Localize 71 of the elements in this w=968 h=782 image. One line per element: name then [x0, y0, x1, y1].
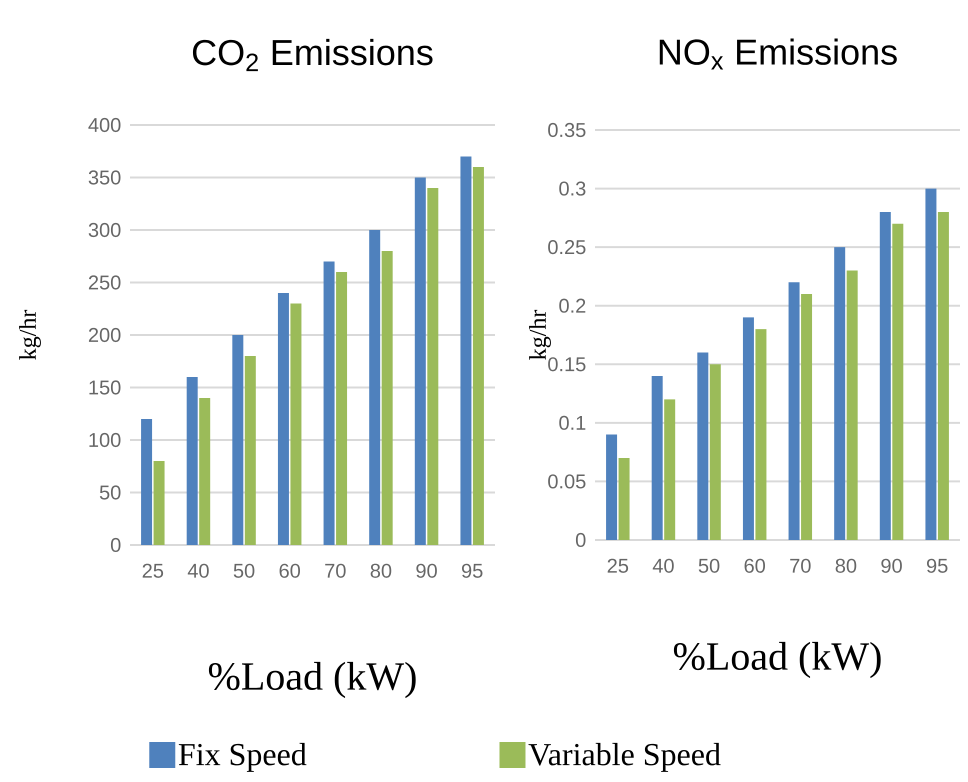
- y-tick-label: 50: [100, 485, 120, 500]
- bar: [427, 188, 438, 545]
- bar: [278, 292, 289, 545]
- y-axis-title: kg/hr: [19, 310, 41, 360]
- y-tick-label: 0.35: [548, 122, 586, 138]
- x-tick-label: 80: [370, 564, 392, 578]
- y-tick-label: 150: [89, 380, 120, 395]
- bar: [141, 418, 152, 545]
- y-tick-label: 350: [88, 170, 120, 185]
- bar: [925, 188, 936, 540]
- bar: [938, 212, 949, 540]
- bar: [290, 303, 302, 545]
- bar: [414, 178, 426, 545]
- y-tick-label: 250: [88, 275, 120, 290]
- y-tick-label: 0: [110, 538, 121, 552]
- x-tick-label: 95: [462, 564, 482, 578]
- x-tick-label: 25: [608, 558, 628, 573]
- bar: [606, 434, 618, 540]
- bar: [472, 166, 484, 545]
- bar: [834, 247, 846, 540]
- y-tick-label: 0.3: [559, 181, 586, 196]
- legend-label: Variable Speed: [528, 742, 721, 772]
- chart-title: NO$_{x}$ Emissions: [660, 38, 897, 70]
- bar: [710, 364, 721, 540]
- y-tick-label: 200: [88, 328, 120, 342]
- y-tick-label: 400: [88, 118, 120, 132]
- y-tick-label: 0.2: [559, 298, 586, 313]
- x-tick-label: 60: [280, 564, 300, 578]
- legend-label: Fix Speed: [178, 742, 306, 772]
- bar: [232, 334, 244, 545]
- x-tick-label: 70: [790, 558, 811, 573]
- x-tick-label: 80: [836, 558, 856, 573]
- bar: [382, 250, 393, 545]
- bar: [801, 294, 812, 540]
- y-tick-label: 100: [89, 432, 120, 448]
- y-tick-label: 0: [576, 532, 586, 548]
- bar: [755, 329, 766, 540]
- bar: [880, 212, 891, 540]
- bar: [652, 376, 663, 540]
- bar: [154, 460, 165, 545]
- y-tick-label: 0.05: [548, 474, 586, 488]
- bar: [324, 261, 335, 545]
- y-tick-label: 0.25: [548, 240, 586, 254]
- bar: [618, 458, 630, 540]
- x-tick-label: 50: [698, 558, 720, 573]
- bar: [788, 282, 800, 540]
- x-tick-label: 90: [881, 558, 902, 573]
- x-tick-label: 25: [142, 564, 164, 578]
- x-tick-label: 70: [325, 564, 346, 578]
- x-tick-label: 60: [744, 558, 766, 573]
- bar: [742, 317, 754, 540]
- bar: [846, 270, 858, 540]
- x-tick-label: 90: [416, 564, 437, 578]
- y-tick-label: 0.1: [559, 416, 586, 430]
- bar: [460, 156, 472, 545]
- y-tick-label: 300: [88, 222, 120, 238]
- x-tick-label: 95: [926, 558, 948, 573]
- bar: [186, 376, 198, 545]
- bar: [199, 398, 210, 545]
- bar: [336, 272, 348, 545]
- x-tick-label: 50: [234, 564, 254, 578]
- x-axis-title: %Load (kW): [208, 662, 416, 698]
- chart-title: CO$_{2}$ Emissions: [192, 38, 433, 72]
- bar: [664, 399, 676, 540]
- bar: [697, 352, 708, 540]
- bar: [244, 356, 256, 545]
- x-tick-label: 40: [652, 558, 674, 573]
- x-axis-title: %Load (kW): [674, 642, 881, 678]
- bar: [892, 224, 904, 540]
- bar: [369, 230, 380, 545]
- x-tick-label: 40: [188, 564, 209, 578]
